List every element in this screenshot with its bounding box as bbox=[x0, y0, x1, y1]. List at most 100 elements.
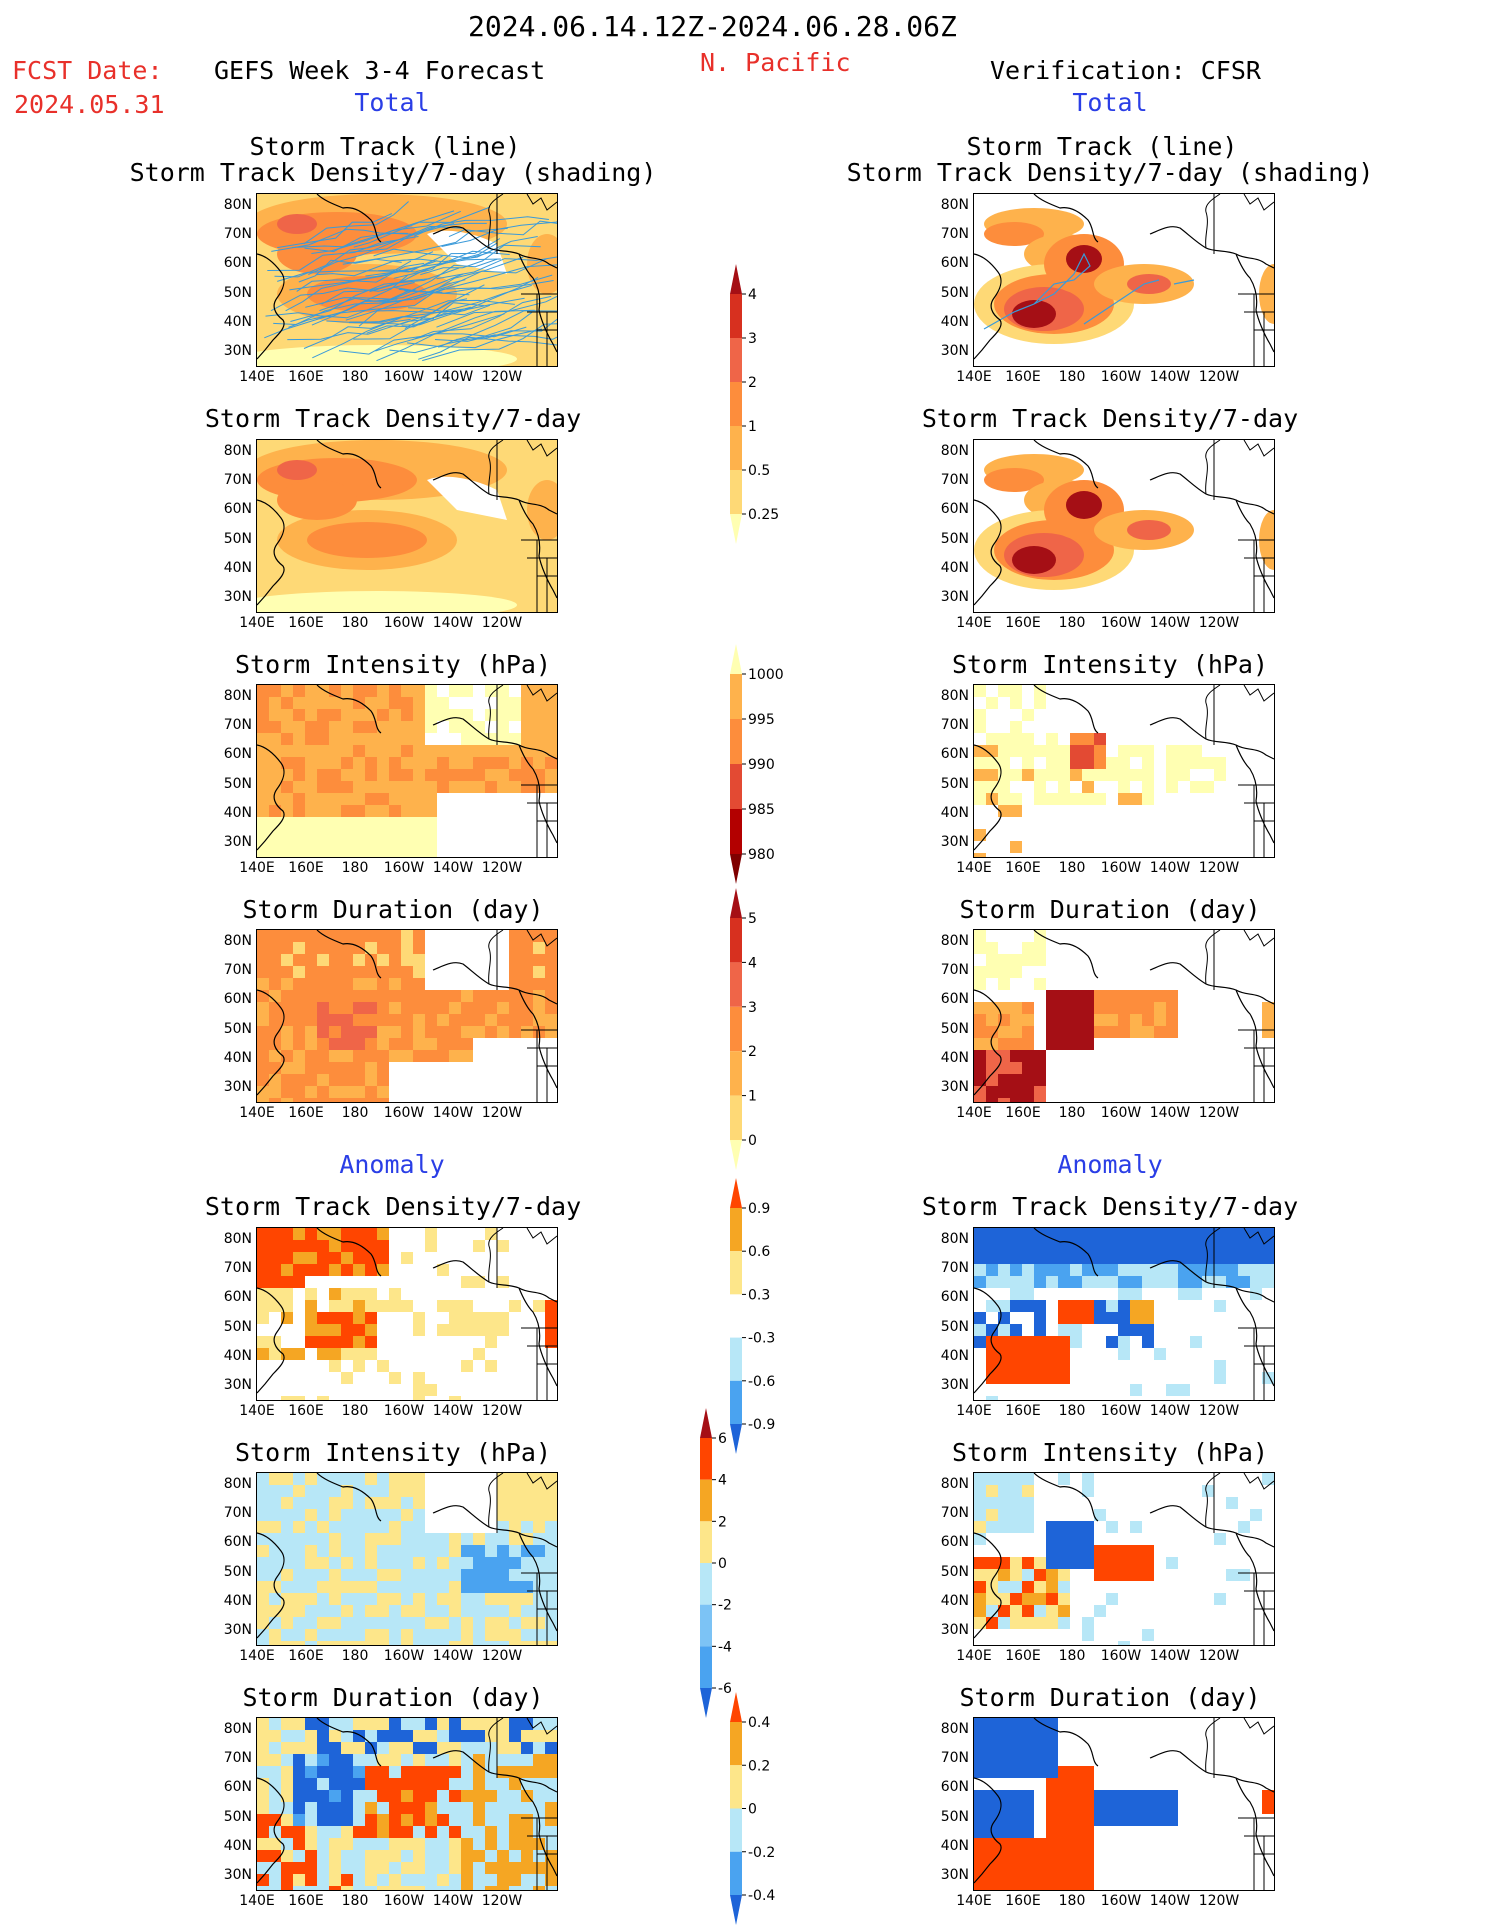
colorbar-label: 1 bbox=[748, 1089, 757, 1105]
map-plot bbox=[257, 194, 557, 366]
lat-tick-label: 70N bbox=[223, 1505, 252, 1522]
colorbar-label: 0.25 bbox=[748, 507, 779, 523]
colorbar-label: -6 bbox=[718, 1681, 732, 1697]
map-verif-intensity bbox=[973, 684, 1275, 858]
map-plot bbox=[257, 1718, 557, 1890]
lat-tick-label: 50N bbox=[223, 530, 252, 547]
colorbar-segment bbox=[730, 294, 742, 338]
colorbar-duration-total: 5 4 3 2 1 0 bbox=[730, 888, 757, 1170]
fcst-date-value: 2024.05.31 bbox=[14, 90, 165, 119]
lat-tick-label: 50N bbox=[940, 1563, 969, 1580]
map-plot bbox=[257, 1473, 557, 1645]
colorbar-segment bbox=[730, 382, 742, 426]
colorbar-segment bbox=[700, 1604, 712, 1647]
panel-title-right-6: Storm Intensity (hPa) bbox=[951, 1438, 1269, 1467]
lat-tick-label: 80N bbox=[940, 197, 969, 213]
colorbar-segment bbox=[730, 1051, 742, 1096]
colorbar-label: 985 bbox=[748, 802, 775, 818]
colorbar-label: -0.4 bbox=[748, 1888, 775, 1904]
lon-tick-label: 140E bbox=[956, 1105, 992, 1121]
colorbar-label: 2 bbox=[718, 1514, 727, 1530]
lon-tick-label: 120W bbox=[481, 1893, 523, 1909]
colorbar-label: 0.3 bbox=[748, 1287, 770, 1303]
lat-tick-label: 40N bbox=[940, 1049, 969, 1066]
lon-tick-label: 140E bbox=[956, 1403, 992, 1419]
lon-tick-label: 140W bbox=[432, 615, 474, 631]
colorbar-top-arrow bbox=[730, 644, 742, 674]
map-plot bbox=[974, 1718, 1274, 1890]
lon-tick-label: 120W bbox=[1198, 1403, 1240, 1419]
model-title: GEFS Week 3-4 Forecast bbox=[214, 56, 546, 85]
colorbar-top-arrow bbox=[730, 1692, 742, 1722]
lat-tick-label: 50N bbox=[223, 1318, 252, 1335]
colorbar-top-arrow bbox=[700, 1408, 712, 1438]
lon-tick-label: 140W bbox=[432, 860, 474, 876]
lat-tick-label: 60N bbox=[940, 991, 969, 1008]
lon-tick-label: 120W bbox=[481, 369, 523, 385]
colorbar-segment bbox=[730, 674, 742, 719]
lat-tick-label: 60N bbox=[223, 1534, 252, 1551]
map-forecast-duration bbox=[256, 929, 558, 1103]
colorbar-label: 4 bbox=[718, 1473, 727, 1489]
lat-tick-label: 40N bbox=[940, 559, 969, 576]
lat-tick-label: 40N bbox=[223, 313, 252, 330]
lat-tick-label: 60N bbox=[223, 991, 252, 1008]
lon-tick-label: 140E bbox=[239, 1648, 275, 1664]
lat-tick-label: 50N bbox=[223, 1808, 252, 1825]
colorbar-segment bbox=[730, 1765, 742, 1809]
lon-tick-label: 120W bbox=[1198, 860, 1240, 876]
panel-title-right-1b: Storm Track Density/7-day (shading) bbox=[846, 158, 1374, 187]
panel-title-right-2: Storm Track Density/7-day bbox=[921, 404, 1299, 433]
colorbar-label: 0.2 bbox=[748, 1758, 770, 1774]
lat-tick-label: 60N bbox=[940, 255, 969, 272]
lat-tick-label: 80N bbox=[940, 1721, 969, 1737]
lon-tick-label: 140W bbox=[432, 1893, 474, 1909]
lat-tick-label: 60N bbox=[223, 1779, 252, 1796]
colorbar-segment bbox=[730, 426, 742, 470]
lon-tick-label: 140W bbox=[432, 1403, 474, 1419]
map-plot bbox=[974, 1473, 1274, 1645]
lat-tick-label: 60N bbox=[940, 1534, 969, 1551]
colorbar-label: -0.2 bbox=[748, 1845, 775, 1861]
colorbar-segment bbox=[730, 918, 742, 963]
lon-tick-label: 120W bbox=[1198, 1105, 1240, 1121]
colorbar-label: 3 bbox=[748, 331, 757, 347]
colorbar-label: 2 bbox=[748, 375, 757, 391]
lat-tick-label: 80N bbox=[223, 1231, 252, 1247]
colorbar-duration-anomaly: 0.4 0.2 0 -0.2 -0.4 bbox=[730, 1692, 775, 1925]
panel-title-left-3: Storm Intensity (hPa) bbox=[234, 650, 552, 679]
colorbar-segment bbox=[730, 338, 742, 382]
lon-tick-label: 140W bbox=[432, 1648, 474, 1664]
colorbar-label: 0.5 bbox=[748, 463, 770, 479]
lon-tick-label: 120W bbox=[1198, 615, 1240, 631]
lon-tick-label: 140E bbox=[239, 860, 275, 876]
lon-tick-label: 160W bbox=[1100, 369, 1142, 385]
map-verif-duration-anomaly bbox=[973, 1717, 1275, 1891]
lat-tick-label: 50N bbox=[223, 284, 252, 301]
lon-tick-label: 160W bbox=[1100, 1105, 1142, 1121]
map-plot bbox=[974, 194, 1274, 366]
lat-tick-label: 50N bbox=[940, 530, 969, 547]
colorbar-intensity-anomaly: 6 4 2 0 -2 -4 -6 bbox=[700, 1408, 732, 1718]
map-forecast-duration-anomaly bbox=[256, 1717, 558, 1891]
colorbar-label: 0.6 bbox=[748, 1244, 770, 1260]
colorbar-segment bbox=[730, 1251, 742, 1295]
lat-tick-label: 40N bbox=[940, 1837, 969, 1854]
colorbar-segment bbox=[730, 1294, 742, 1338]
colorbar-label: 0.4 bbox=[748, 1715, 770, 1731]
panel-title-left-2: Storm Track Density/7-day bbox=[204, 404, 582, 433]
lat-tick-label: 50N bbox=[223, 775, 252, 792]
lon-tick-label: 120W bbox=[481, 860, 523, 876]
colorbar-label: 4 bbox=[748, 955, 757, 971]
lat-tick-label: 70N bbox=[223, 717, 252, 734]
panel-title-left-6: Storm Intensity (hPa) bbox=[234, 1438, 552, 1467]
map-plot bbox=[974, 1228, 1274, 1400]
lon-tick-label: 120W bbox=[481, 1105, 523, 1121]
colorbar-label: -0.3 bbox=[748, 1331, 775, 1347]
lon-tick-label: 180 bbox=[341, 1893, 369, 1909]
map-plot bbox=[257, 440, 557, 612]
lat-tick-label: 30N bbox=[223, 1377, 252, 1393]
lat-tick-label: 30N bbox=[223, 1867, 252, 1883]
colorbar-segment bbox=[700, 1521, 712, 1563]
lat-tick-label: 30N bbox=[940, 1377, 969, 1393]
